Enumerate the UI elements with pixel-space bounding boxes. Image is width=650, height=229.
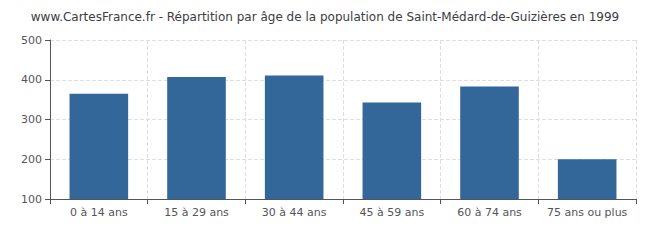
- svg-text:60 à 74 ans: 60 à 74 ans: [457, 206, 522, 219]
- svg-text:www.CartesFrance.fr - Répartit: www.CartesFrance.fr - Répartition par âg…: [31, 10, 619, 24]
- svg-text:30 à 44 ans: 30 à 44 ans: [262, 206, 327, 219]
- svg-text:45 à 59 ans: 45 à 59 ans: [359, 206, 424, 219]
- svg-text:75 ans ou plus: 75 ans ou plus: [547, 206, 628, 219]
- svg-text:100: 100: [21, 193, 42, 206]
- svg-text:500: 500: [21, 34, 42, 47]
- svg-text:0 à 14 ans: 0 à 14 ans: [70, 206, 128, 219]
- svg-text:400: 400: [21, 73, 42, 86]
- svg-text:300: 300: [21, 113, 42, 126]
- svg-text:200: 200: [21, 153, 42, 166]
- svg-text:15 à 29 ans: 15 à 29 ans: [164, 206, 229, 219]
